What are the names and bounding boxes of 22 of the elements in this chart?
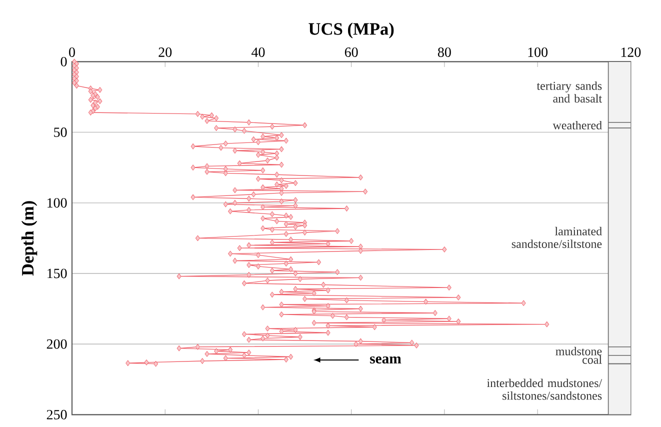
- y-axis-title: Depth (m): [21, 201, 38, 276]
- x-tick-label: 60: [344, 48, 358, 57]
- y-tick-label: 0: [60, 56, 67, 66]
- y-tick-label: 250: [46, 410, 67, 420]
- band-label: mudstone: [556, 346, 602, 356]
- band-label: coal: [582, 355, 602, 364]
- band-label: weathered: [552, 120, 602, 130]
- band-label: tertiary sands and basalt: [536, 81, 602, 103]
- x-tick-label: 20: [158, 48, 172, 57]
- x-axis-title: UCS (MPa): [308, 22, 394, 38]
- x-tick-label: 100: [528, 48, 548, 57]
- band-label: laminated sandstone/siltstone: [512, 226, 602, 248]
- y-tick-label: 50: [54, 128, 67, 137]
- y-tick-label: 100: [48, 198, 67, 208]
- annotation: seam: [370, 356, 402, 364]
- x-tick-label: 120: [621, 48, 641, 57]
- x-tick-label: 80: [438, 48, 451, 57]
- band-label: interbedded mudstones/ siltstones/sandstones: [487, 378, 602, 400]
- y-tick-label: 150: [48, 268, 67, 278]
- x-tick-label: 0: [69, 48, 75, 57]
- y-tick-label: 200: [46, 339, 67, 349]
- x-tick-label: 40: [251, 48, 265, 57]
